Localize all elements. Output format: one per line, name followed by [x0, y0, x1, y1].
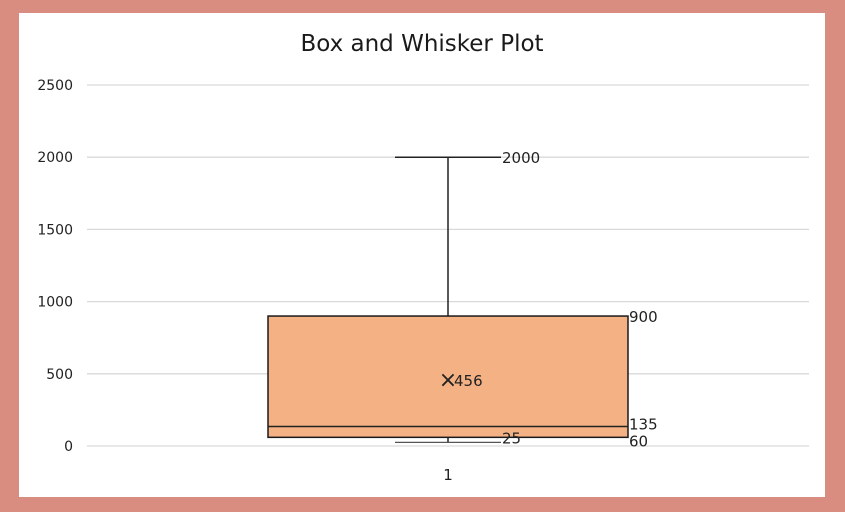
chart-frame: Box and Whisker Plot 0 500 1000 1500 2000 250…	[19, 13, 825, 497]
interquartile-box	[267, 315, 629, 439]
y-tick-label: 1500	[37, 222, 73, 238]
max-label: 2000	[502, 149, 540, 167]
y-tick-label: 2500	[37, 78, 73, 94]
q3-label: 900	[629, 308, 658, 326]
mean-label: 456	[454, 372, 483, 390]
y-tick-label: 2000	[37, 150, 73, 166]
median-label: 135	[629, 416, 658, 434]
mean-marker: ×	[439, 368, 457, 393]
min-label: 25	[502, 429, 521, 447]
y-tick-label: 1000	[37, 295, 73, 311]
q1-label: 60	[629, 432, 648, 450]
x-category-label: 1	[443, 466, 453, 484]
y-tick-label: 0	[64, 439, 73, 455]
chart-title: Box and Whisker Plot	[300, 31, 544, 57]
y-tick-label: 500	[46, 367, 73, 383]
